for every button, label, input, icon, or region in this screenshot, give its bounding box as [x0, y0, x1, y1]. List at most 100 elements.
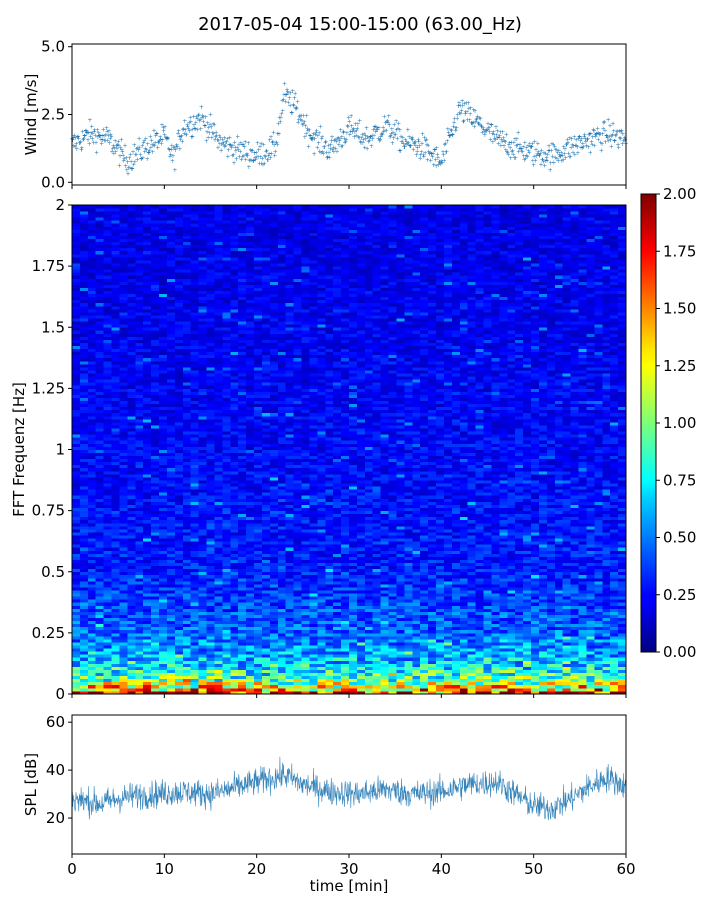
- spectrogram-cell: [467, 587, 477, 591]
- wind-point: +: [326, 149, 331, 156]
- spectrogram-cell: [151, 550, 160, 554]
- wind-point: +: [596, 130, 601, 137]
- spectrogram-cell: [491, 672, 500, 677]
- spectrogram-cell: [538, 632, 548, 637]
- spectrogram-cell: [570, 681, 579, 686]
- spectrogram-cell: [388, 544, 397, 548]
- wind-point: +: [254, 154, 259, 161]
- spectrogram-cell: [499, 632, 508, 637]
- spectrogram-cell: [531, 684, 540, 689]
- wind-point: +: [222, 135, 227, 142]
- spectrogram-cell: [546, 596, 556, 600]
- wind-point: +: [253, 155, 258, 162]
- spectrogram-cell: [380, 620, 389, 625]
- spectrogram-cell: [404, 675, 413, 680]
- wind-point: +: [200, 112, 205, 119]
- spectrogram-cell: [578, 666, 587, 670]
- spectrogram-cell: [333, 669, 342, 674]
- spectrogram-cell: [135, 602, 144, 606]
- wind-point: +: [341, 130, 346, 137]
- spectrogram-cell: [356, 535, 366, 539]
- spectrogram-cell: [586, 648, 595, 652]
- spectrogram-cell: [356, 623, 366, 628]
- wind-point: +: [312, 136, 317, 143]
- spectrogram-cell: [483, 614, 492, 618]
- spectrogram-cell: [190, 635, 200, 640]
- spectrogram-cell: [119, 574, 128, 579]
- wind-point: +: [495, 128, 500, 135]
- spectrogram-cell: [285, 587, 294, 591]
- spectrogram-cell: [182, 645, 192, 649]
- spectrogram-cell: [396, 678, 405, 683]
- spectrogram-cell: [159, 532, 168, 536]
- spectrogram-cell: [364, 568, 374, 573]
- spectrogram-cell: [388, 672, 397, 677]
- spectrogram-cell: [356, 541, 366, 545]
- wind-point: +: [176, 128, 181, 135]
- spectrogram-cell: [523, 568, 532, 573]
- wind-point: +: [362, 131, 367, 138]
- spectrogram-cell: [523, 690, 532, 695]
- spectrogram-cell: [404, 541, 413, 545]
- spectrogram-cell: [586, 654, 595, 658]
- spectrogram-cell: [499, 532, 508, 536]
- spectrogram-cell: [467, 568, 477, 573]
- wind-point: +: [230, 143, 235, 150]
- spectrogram-cell: [174, 617, 184, 622]
- wind-point: +: [129, 166, 134, 173]
- spectrogram-cell: [531, 660, 540, 664]
- spectrogram-cell: [372, 663, 382, 667]
- spectrogram-cell: [198, 645, 207, 649]
- spectrogram-cell: [206, 675, 215, 680]
- spectrogram-cell: [261, 556, 271, 560]
- wind-point: +: [205, 120, 210, 127]
- spectrogram-cell: [562, 672, 571, 677]
- wind-point: +: [90, 130, 95, 137]
- spectrogram-cell: [103, 547, 112, 551]
- spectrogram-cell: [79, 544, 89, 548]
- wind-point: +: [451, 124, 456, 131]
- spectrogram-cell: [301, 629, 310, 634]
- spectrogram-cell: [570, 532, 579, 536]
- spectrogram-cell: [404, 690, 413, 695]
- spectrogram-cell: [349, 635, 358, 640]
- spectrogram-cell: [412, 553, 421, 557]
- spectrogram-cell: [143, 571, 152, 576]
- spectrogram-cell: [254, 651, 263, 655]
- wind-point: +: [612, 138, 617, 145]
- spectrogram-cell: [349, 571, 358, 576]
- spectrogram-cell: [254, 657, 263, 661]
- spectrogram-cells: [72, 205, 627, 695]
- spectrogram-cell: [182, 532, 192, 536]
- spectrogram-cell: [531, 672, 540, 677]
- spectrogram-cell: [586, 525, 595, 530]
- spectrogram-cell: [610, 660, 619, 664]
- wind-point: +: [81, 136, 86, 143]
- spectrogram-cell: [420, 675, 429, 680]
- wind-point: +: [463, 111, 468, 118]
- spectrogram-cell: [341, 660, 350, 664]
- spectrogram-cell: [451, 519, 461, 524]
- spectrogram-cell: [238, 648, 247, 652]
- spectrogram-cell: [143, 642, 152, 646]
- spectrogram-cell: [372, 525, 382, 530]
- wind-point: +: [171, 153, 176, 160]
- spectrogram-cell: [491, 608, 500, 612]
- spectrogram-cell: [341, 559, 350, 563]
- spectrogram-cell: [317, 538, 326, 542]
- spectrogram-cell: [523, 538, 532, 542]
- spectrogram-cell: [491, 568, 500, 573]
- spectrogram-cell: [214, 635, 223, 640]
- spectrogram-cell: [562, 660, 571, 664]
- spectrogram-cell: [523, 577, 532, 582]
- spectrogram-cell: [388, 553, 397, 557]
- spectrogram-cell: [436, 574, 445, 579]
- spectrogram-cell: [254, 574, 263, 579]
- spectrogram-cell: [483, 620, 492, 625]
- spectrogram-cell: [72, 596, 81, 600]
- spectrogram-cell: [349, 580, 358, 585]
- spectrogram-cell: [396, 672, 405, 677]
- spectrogram-cell: [269, 547, 279, 551]
- wind-point: +: [500, 129, 505, 136]
- spectrogram-cell: [254, 635, 263, 640]
